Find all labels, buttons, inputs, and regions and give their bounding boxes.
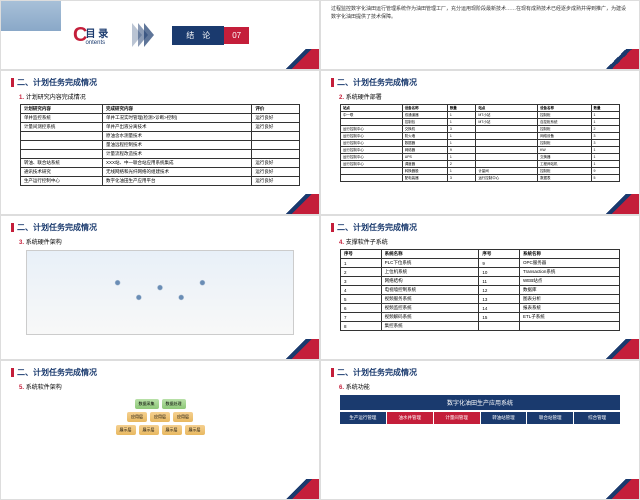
table-row: 计量流程改造技术 (20, 150, 299, 159)
table-header: 完成研究内容 (102, 105, 251, 114)
table-row: 配电装器3运行控制中心数据表5 (340, 175, 619, 182)
table-row: 8集控系统 (340, 322, 619, 331)
table-header: 序号 (340, 250, 381, 259)
table-row: 1PLC下位系统9OPC服务器 (340, 259, 619, 268)
table-header: 设备名称 (402, 105, 447, 112)
table-header: 数量 (591, 105, 620, 112)
slide-table1: 二、计划任务完成情况 1. 计划研究内容完成情况 计划研究内容完成研究内容评价 … (0, 70, 320, 215)
table-row: 运行控制中心防火墙1网络设备3 (340, 133, 619, 140)
slide-table2: 二、计划任务完成情况 2. 系统硬件部署 站点设备名称数量站点设备名称数量 中一… (320, 70, 640, 215)
sys-tab: 油水井管理 (387, 412, 433, 424)
hardware-table: 站点设备名称数量站点设备名称数量 中一联双通道器1MT小站控制柜1控制包1MT小… (340, 104, 620, 182)
sys-tab: 生产运行管理 (340, 412, 386, 424)
table-row: 运行控制中心数据器1控制柜3 (340, 140, 619, 147)
chevron-decoration (136, 23, 154, 47)
slide-sys-func: 二、计划任务完成情况 6. 系统功能 数字化油田生产应用系统 生产运行管理油水井… (320, 360, 640, 500)
table-row: 转油、联合站系统XXX站、中一联合站应用系统集成运行良好 (20, 159, 299, 168)
conclusion-badge: 结 论 07 (172, 26, 249, 45)
table-row: 转换器股1计量间控制柜9 (340, 168, 619, 175)
table-header: 序号 (479, 250, 520, 259)
table-header: 系统名称 (520, 250, 620, 259)
slide-intro-text: 过程监控数字化油田运行管理系统作为油田管理工厂，充分运用现阶段最新技术……在现有… (320, 0, 640, 70)
sys-func-block: 数字化油田生产应用系统 生产运行管理油水井管理计量间管理转油站管理联合站管理综合… (340, 395, 620, 424)
table-row: 5视频服务系统13图表分析 (340, 295, 619, 304)
sys-tab: 综合管理 (574, 412, 620, 424)
table-row: 运行控制中心网络器9KW1 (340, 147, 619, 154)
slide-contents: C 目 录 ontents 结 论 07 (0, 0, 320, 70)
table-row: 中一联双通道器1MT小站控制柜1 (340, 112, 619, 119)
table-row: 原油含水测量技术 (20, 132, 299, 141)
section-title: 二、计划任务完成情况 (17, 77, 97, 88)
table-row: 单井监控系统单井工况实时管理(检测>诊断>控制)运行良好 (20, 114, 299, 123)
sys-tab: 联合站管理 (527, 412, 573, 424)
table-row: 运行控制中心调度器2工程师站机1 (340, 161, 619, 168)
contents-label: ontents (85, 40, 108, 46)
corner-decoration (279, 49, 319, 69)
table-header: 数量 (447, 105, 476, 112)
table-header: 系统名称 (381, 250, 479, 259)
header-image (1, 1, 61, 31)
table-row: 控制包1MT小站自控柜系统1 (340, 119, 619, 126)
table-header: 评价 (252, 105, 300, 114)
table-row: 生产运行控制中心数字化油田生产应用平台运行良好 (20, 177, 299, 186)
slide-sw-arch: 二、计划任务完成情况 5. 系统软件架构 数据采集数据处理 应用层应用层应用层 … (0, 360, 320, 500)
table-row: 量油远程控制技术 (20, 141, 299, 150)
research-table: 计划研究内容完成研究内容评价 单井监控系统单井工况实时管理(检测>诊断>控制)运… (20, 104, 300, 186)
table-header: 设备名称 (538, 105, 591, 112)
subsystem-table: 序号系统名称序号系统名称 1PLC下位系统9OPC服务器2上位机系统10Tran… (340, 249, 620, 331)
table-header: 计划研究内容 (20, 105, 102, 114)
slide-hw-arch: 二、计划任务完成情况 3. 系统硬件架构 (0, 215, 320, 360)
slide-sw-subsystems: 二、计划任务完成情况 4. 支撑软件子系统 序号系统名称序号系统名称 1PLC下… (320, 215, 640, 360)
table-row: 运行控制中心交换机3控制柜2 (340, 126, 619, 133)
table-row: 7视频解码系统15ETL子系统 (340, 313, 619, 322)
intro-paragraph: 过程监控数字化油田运行管理系统作为油田管理工厂，充分运用现阶段最新技术……在现有… (331, 5, 629, 21)
table-row: 4电视墙控制系统12数据库 (340, 286, 619, 295)
table-row: 计量间测控系统单井产出液分离技术运行良好 (20, 123, 299, 132)
table-row: 运行控制中心UPS1交换器1 (340, 154, 619, 161)
table-row: 3网络结构11WEB站点 (340, 277, 619, 286)
arch-diagram: 数据采集数据处理 应用层应用层应用层 展示层展示层展示层展示层 (26, 399, 294, 479)
sys-tab: 转油站管理 (481, 412, 527, 424)
table-header: 站点 (476, 105, 538, 112)
table-row: 6视频监控系统14报表系统 (340, 304, 619, 313)
table-header: 站点 (340, 105, 402, 112)
network-diagram (26, 250, 294, 335)
table-row: 通讯技术研究无线网络和光纤网络的组建技术运行良好 (20, 168, 299, 177)
sys-tab: 计量间管理 (434, 412, 480, 424)
table-row: 2上位机系统10Transaction系统 (340, 268, 619, 277)
